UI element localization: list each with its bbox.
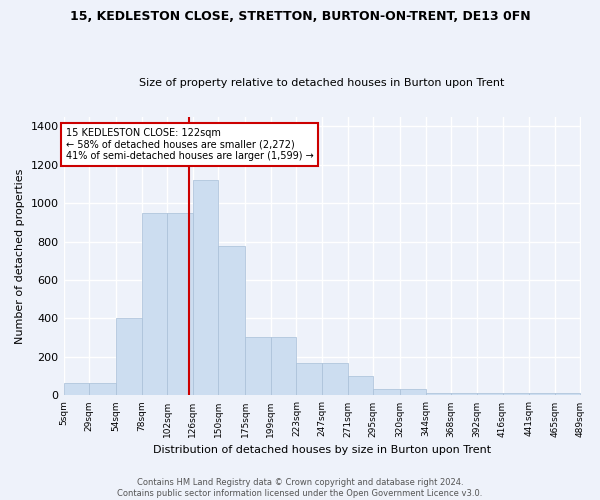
Text: 15 KEDLESTON CLOSE: 122sqm
← 58% of detached houses are smaller (2,272)
41% of s: 15 KEDLESTON CLOSE: 122sqm ← 58% of deta…	[65, 128, 313, 162]
Bar	[477, 392, 503, 396]
Bar	[451, 392, 477, 396]
X-axis label: Distribution of detached houses by size in Burton upon Trent: Distribution of detached houses by size …	[153, 445, 491, 455]
Bar	[425, 392, 451, 396]
Text: Contains HM Land Registry data © Crown copyright and database right 2024.
Contai: Contains HM Land Registry data © Crown c…	[118, 478, 482, 498]
Bar	[142, 212, 167, 396]
Text: 15, KEDLESTON CLOSE, STRETTON, BURTON-ON-TRENT, DE13 0FN: 15, KEDLESTON CLOSE, STRETTON, BURTON-ON…	[70, 10, 530, 23]
Bar	[400, 388, 425, 396]
Bar	[218, 246, 245, 396]
Bar	[322, 362, 347, 396]
Bar	[555, 392, 580, 396]
Bar	[193, 180, 218, 396]
Bar	[373, 388, 400, 396]
Y-axis label: Number of detached properties: Number of detached properties	[15, 168, 25, 344]
Bar	[296, 362, 322, 396]
Bar	[529, 392, 555, 396]
Bar	[167, 212, 193, 396]
Title: Size of property relative to detached houses in Burton upon Trent: Size of property relative to detached ho…	[139, 78, 505, 88]
Bar	[271, 337, 296, 396]
Bar	[64, 383, 89, 396]
Bar	[89, 383, 116, 396]
Bar	[116, 318, 142, 396]
Bar	[347, 376, 373, 396]
Bar	[503, 392, 529, 396]
Bar	[245, 337, 271, 396]
